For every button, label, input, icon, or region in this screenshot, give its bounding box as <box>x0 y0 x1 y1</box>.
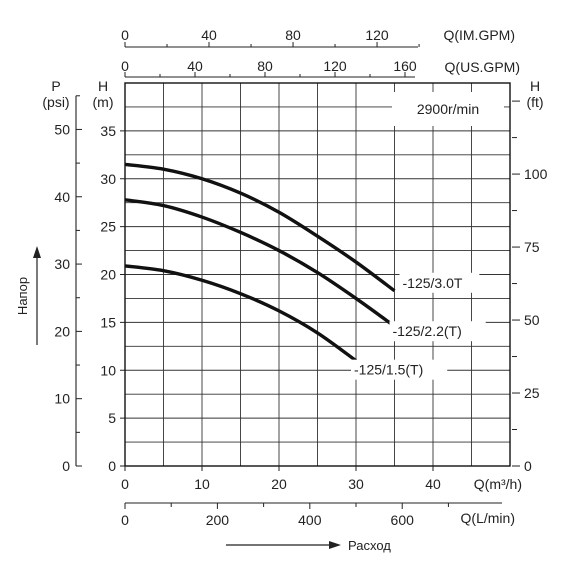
vertical-side-arrowhead <box>33 246 41 258</box>
x-axis-us-gpm-title: Q(US.GPM) <box>445 59 520 75</box>
series-label-bg <box>399 272 480 293</box>
series-label: -125/1.5(T) <box>354 362 423 378</box>
im-gpm-tick-label: 80 <box>285 27 301 43</box>
series-label: -125/3.0T <box>403 275 463 291</box>
labels: 0 5 10 15 20 25 30 35 0 10 20 30 40 50 0 25 50 75 100 0 10 20… <box>54 27 547 528</box>
head-m-tick-label: 35 <box>100 123 116 139</box>
head-m-tick-label: 30 <box>100 171 116 187</box>
head-m-tick-label: 0 <box>108 458 116 474</box>
lmin-tick-label: 600 <box>391 512 415 528</box>
series-label-bg <box>389 321 486 342</box>
speed-label: 2900r/min <box>417 101 479 117</box>
us-gpm-tick-label: 120 <box>323 58 347 74</box>
head-m-tick-label: 15 <box>100 314 116 330</box>
y-axis-psi-unit: (psi) <box>42 94 69 110</box>
psi-tick-label: 50 <box>54 121 70 137</box>
m3h-tick-label: 20 <box>271 476 287 492</box>
head-m-tick-label: 5 <box>108 410 116 426</box>
curve-series-1 <box>124 162 396 293</box>
vertical-side-label: Напор <box>15 277 30 315</box>
speed-label-box <box>392 92 504 126</box>
axes <box>75 42 520 509</box>
horizontal-side-arrowhead <box>329 541 341 549</box>
x-axis-lmin-title: Q(L/min) <box>461 510 515 526</box>
ft-tick-label: 0 <box>524 458 532 474</box>
m3h-tick-label: 10 <box>194 476 210 492</box>
curve-series-2 <box>124 198 396 328</box>
x-axis-m3h-title: Q(m³/h) <box>474 476 522 492</box>
grid-lines <box>124 82 511 467</box>
us-gpm-tick-label: 0 <box>121 58 129 74</box>
ft-tick-label: 50 <box>524 312 540 328</box>
lmin-tick-label: 200 <box>206 512 230 528</box>
im-gpm-tick-label: 120 <box>365 27 389 43</box>
series-label: -125/2.2(T) <box>393 323 462 339</box>
psi-tick-label: 30 <box>54 256 70 272</box>
y-axis-ft-unit: (ft) <box>526 94 543 110</box>
ft-tick-label: 100 <box>524 166 548 182</box>
head-m-tick-label: 25 <box>100 219 116 235</box>
ft-tick-label: 25 <box>524 385 540 401</box>
head-m-tick-label: 20 <box>100 267 116 283</box>
x-axis-im-gpm-title: Q(IM.GPM) <box>443 27 515 43</box>
head-m-tick-label: 10 <box>100 362 116 378</box>
psi-tick-label: 20 <box>54 323 70 339</box>
m3h-tick-label: 30 <box>348 476 364 492</box>
us-gpm-tick-label: 160 <box>393 58 417 74</box>
us-gpm-tick-label: 80 <box>257 58 273 74</box>
y-axis-ft-title: H <box>530 78 540 94</box>
curve-series-3 <box>124 264 357 363</box>
m3h-tick-label: 40 <box>425 476 441 492</box>
us-gpm-tick-label: 40 <box>187 58 203 74</box>
y-axis-m-title: H <box>98 78 108 94</box>
m3h-tick-label: 0 <box>121 476 129 492</box>
ft-tick-label: 75 <box>524 239 540 255</box>
y-axis-psi-title: P <box>51 78 60 94</box>
y-axis-m-unit: (m) <box>93 94 114 110</box>
lmin-tick-label: 0 <box>121 512 129 528</box>
psi-tick-label: 0 <box>62 458 70 474</box>
psi-tick-label: 10 <box>54 391 70 407</box>
series-label-bg <box>351 359 448 380</box>
im-gpm-tick-label: 40 <box>201 27 217 43</box>
curves <box>124 162 396 363</box>
psi-tick-label: 40 <box>54 189 70 205</box>
im-gpm-tick-label: 0 <box>121 27 129 43</box>
lmin-tick-label: 400 <box>298 512 322 528</box>
horizontal-side-label: Расход <box>348 538 391 553</box>
